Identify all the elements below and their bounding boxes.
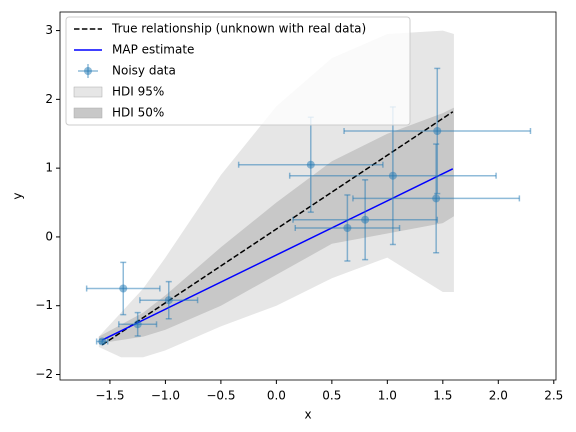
legend: True relationship (unknown with real dat… <box>65 16 411 126</box>
data-point <box>343 223 352 232</box>
legend-frame <box>65 16 411 126</box>
x-axis-label: x <box>304 408 311 422</box>
legend-swatch <box>73 107 103 119</box>
x-tick-label: 1.5 <box>433 389 452 403</box>
hdi-band <box>98 107 454 344</box>
y-tick-label: −1 <box>35 298 53 312</box>
plot-frame <box>59 11 557 381</box>
legend-label: Noisy data <box>112 64 176 78</box>
y-axis-label: y <box>11 192 25 199</box>
data-point <box>164 296 173 305</box>
x-tick-label: 0.0 <box>267 389 286 403</box>
x-tick-label: −1.0 <box>151 389 180 403</box>
legend-label: HDI 50% <box>112 106 164 120</box>
data-point <box>98 337 107 346</box>
y-tick-label: 3 <box>45 23 53 37</box>
data-point <box>119 284 128 293</box>
legend-label: True relationship (unknown with real dat… <box>111 22 366 36</box>
x-tick-label: 1.0 <box>378 389 397 403</box>
legend-swatch <box>84 67 92 75</box>
data-point <box>432 194 441 203</box>
legend-label: MAP estimate <box>112 43 194 57</box>
line <box>101 111 454 346</box>
x-tick-label: 2.0 <box>489 389 508 403</box>
y-tick-label: 0 <box>45 229 53 243</box>
data-point <box>306 160 315 169</box>
x-tick-label: −0.5 <box>206 389 235 403</box>
data-point <box>433 126 442 135</box>
data-point <box>361 215 370 224</box>
line <box>101 168 454 341</box>
y-tick-label: 2 <box>45 92 53 106</box>
x-tick-label: −1.5 <box>95 389 124 403</box>
y-tick-label: −2 <box>35 367 53 381</box>
legend-swatch <box>73 86 103 98</box>
x-tick-label: 2.5 <box>544 389 563 403</box>
data-point <box>388 171 397 180</box>
data-point <box>133 320 142 329</box>
y-tick-label: 1 <box>45 161 53 175</box>
x-tick-label: 0.5 <box>322 389 341 403</box>
legend-label: HDI 95% <box>112 85 164 99</box>
